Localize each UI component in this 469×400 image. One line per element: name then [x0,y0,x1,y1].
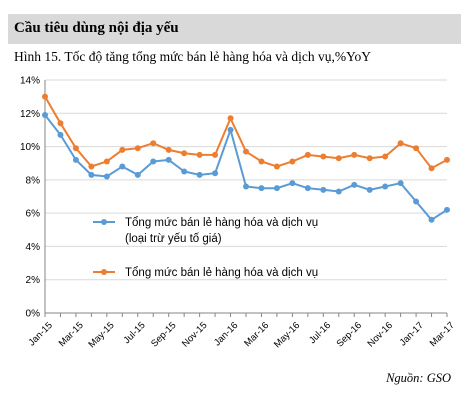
legend-label: Tổng mức bán lẻ hàng hóa và dịch vụ [125,267,318,279]
y-tick-label: 10% [20,142,40,153]
series-1-point [428,216,435,223]
series-1-point [165,156,172,163]
series-2-point [289,158,296,165]
series-1-point [181,168,188,175]
chart-legend: Tổng mức bán lẻ hàng hóa và dịch vụ (loại… [93,217,318,279]
series-1-point [227,126,234,133]
grid-lines [45,79,447,281]
series-line-1 [44,114,448,222]
series-2-point [119,146,126,153]
series-1-point [212,170,219,177]
y-tick-label: 14% [20,76,40,87]
y-tick-label: 4% [26,242,41,253]
series-2-point [72,145,79,152]
figure-caption: Hình 15. Tốc độ tăng tổng mức bán lẻ hàn… [14,49,372,64]
series-1-point [351,181,358,188]
y-tick-label: 8% [26,175,41,186]
series-2-point [103,158,110,165]
x-tick-label: May-15 [86,320,116,350]
series-2-point [196,151,203,158]
series-2-point [444,156,450,163]
x-tick-label: Sep-15 [149,320,178,349]
y-tick-label: 12% [20,109,40,120]
y-axis-tick-labels: 0% 2% 4% 6% 8% 10% 12% 14% [20,76,40,320]
series-1-point [382,183,389,190]
series-2-point [88,163,95,170]
series-1-point [42,111,48,118]
x-tick-label: Jul-15 [122,320,148,346]
series-2-point [304,151,311,158]
source-note: Nguồn: GSO [386,371,451,385]
x-tick-label: Sep-16 [335,320,364,349]
x-tick-label: May-16 [272,320,302,350]
series-lines [42,93,450,223]
x-tick-label: Jul-16 [307,320,333,346]
series-2-point [181,150,188,157]
series-1-point [289,180,296,187]
series-1-point [397,180,404,187]
series-1-point [320,186,327,193]
x-tick-label: Jan-15 [26,320,54,348]
series-1-point [258,185,265,192]
series-1-point [444,206,450,213]
series-2-point [413,145,420,152]
y-tick-label: 0% [26,309,41,320]
series-2-point [351,151,358,158]
series-1-point [243,183,249,190]
series-1-point [134,171,141,178]
series-1-point [413,198,420,205]
x-tick-label: Nov-16 [366,320,395,349]
section-header-bar [8,14,461,44]
series-2-point [165,146,172,153]
x-tick-label: Mar-16 [242,320,271,349]
x-axis-tick-labels: Jan-15 Mar-15 May-15 Jul-15 Sep-15 Nov-15 Jan-… [26,320,456,350]
series-2-point [258,158,265,165]
series-2-point [212,151,219,158]
chart-axes [44,80,448,317]
series-1-point [366,186,373,193]
series-2-point [397,140,404,147]
series-2-point [134,145,141,152]
series-2-point [335,155,342,162]
series-1-point [335,188,342,195]
x-tick-label: Mar-15 [57,320,86,349]
series-2-point [382,153,389,160]
series-1-point [88,171,95,178]
series-2-point [57,120,64,127]
series-2-point [150,140,157,147]
legend-label: (loại trừ yếu tố giá) [125,233,222,245]
x-tick-label: Jan-17 [398,320,426,348]
series-1-point [150,158,157,165]
x-tick-label: Nov-15 [180,320,209,349]
legend-marker-1 [101,219,107,225]
series-2-point [243,148,249,155]
series-1-point [72,156,79,163]
legend-marker-2 [101,269,107,275]
series-1-point [103,173,110,180]
series-2-point [273,163,280,170]
series-2-point [366,155,373,162]
series-1-point [57,131,64,138]
y-tick-label: 6% [26,209,41,220]
series-1-point [196,171,203,178]
x-tick-label: Mar-17 [428,320,457,349]
section-title: Cầu tiêu dùng nội địa yếu [14,20,179,36]
series-2-point [320,153,327,160]
series-1-point [273,185,280,192]
x-tick-label: Jan-16 [212,320,240,348]
series-2-point [227,115,234,122]
y-tick-label: 2% [26,275,41,286]
series-1-point [119,163,126,170]
series-2-point [428,165,435,172]
legend-label: Tổng mức bán lẻ hàng hóa và dịch vụ [125,217,318,229]
series-2-point [42,93,48,100]
series-1-point [304,185,311,192]
